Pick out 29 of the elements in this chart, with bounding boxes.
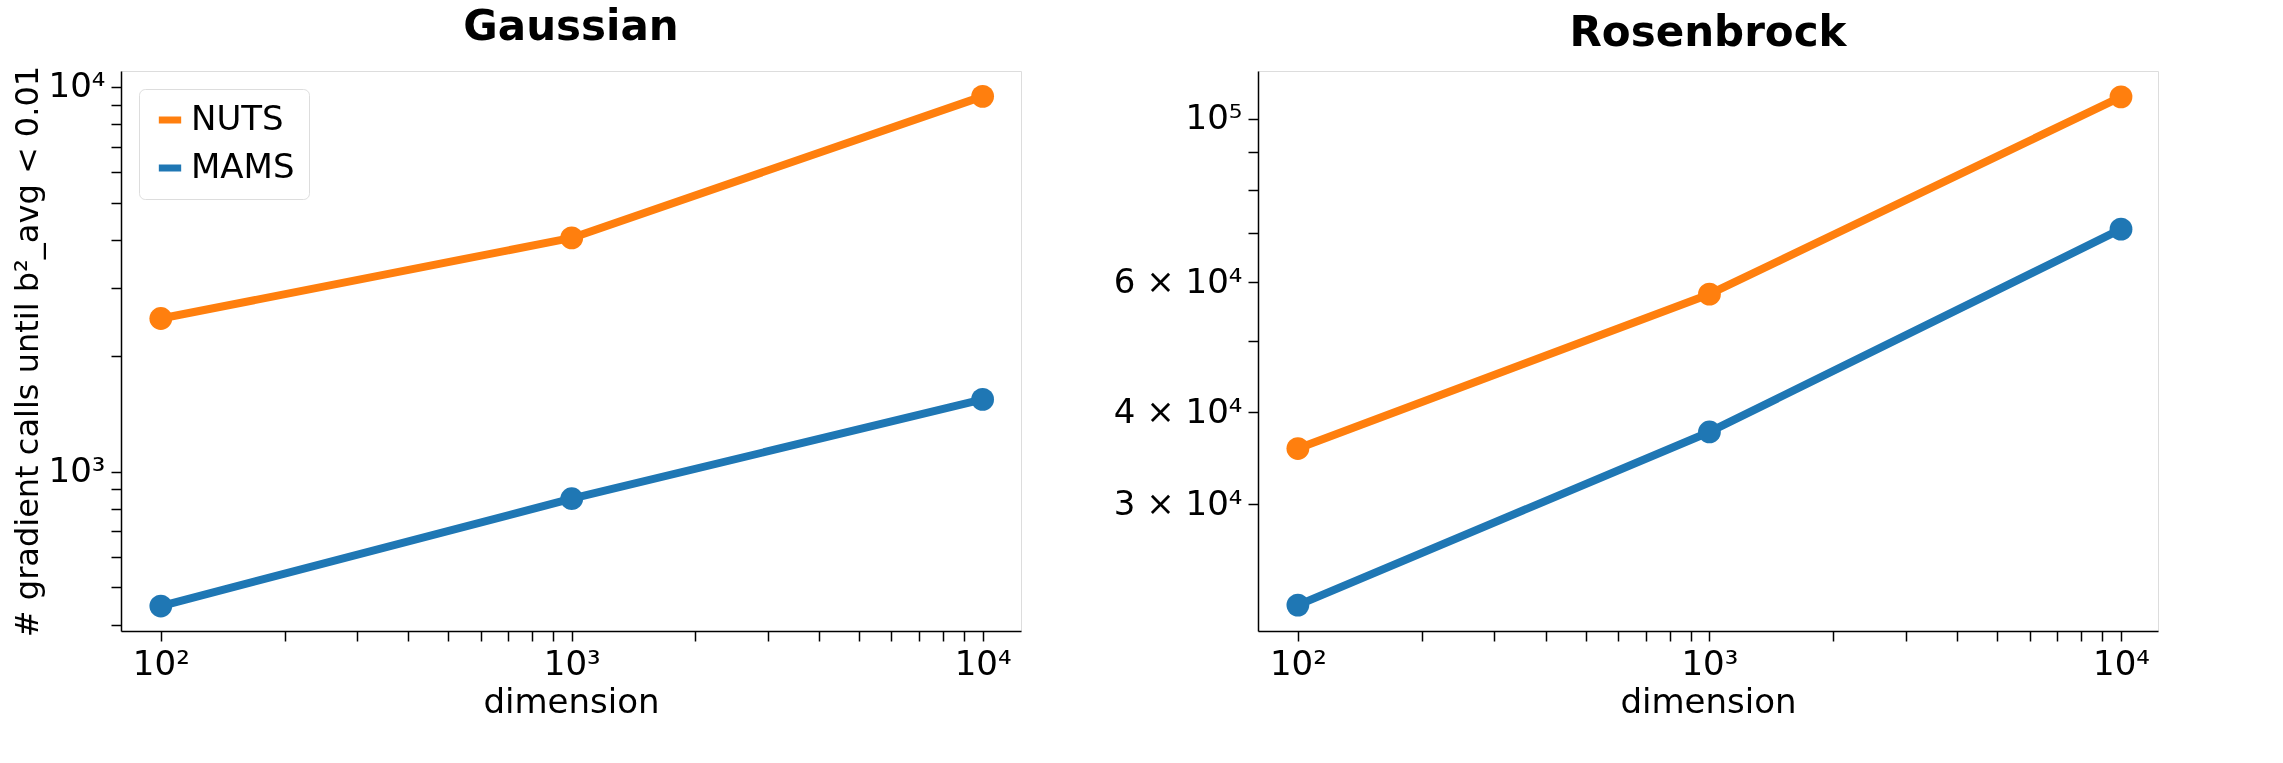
y-tick-label: 6 × 10⁴ <box>1113 260 1243 301</box>
point <box>560 487 584 511</box>
chart-title: Rosenbrock <box>1569 7 1848 56</box>
point <box>1286 593 1310 617</box>
x-tick-label: 10³ <box>543 642 601 683</box>
x-tick-label: 10³ <box>1681 642 1739 683</box>
y-tick-label: 3 × 10⁴ <box>1113 482 1243 523</box>
x-tick-label: 10⁴ <box>954 642 1012 683</box>
y-tick-label: 4 × 10⁴ <box>1113 390 1243 431</box>
point <box>149 594 173 618</box>
point <box>149 307 173 330</box>
point <box>1698 282 1721 306</box>
x-axis-title: dimension <box>1620 680 1797 721</box>
point <box>1286 437 1310 460</box>
point <box>2109 217 2133 241</box>
x-axis-title: dimension <box>483 680 660 721</box>
legend-label: NUTS <box>191 98 284 138</box>
y-tick-label: 10⁵ <box>1185 97 1243 138</box>
point <box>1698 420 1721 444</box>
x-tick-label: 10² <box>1269 642 1327 683</box>
point <box>560 226 584 250</box>
x-tick-label: 10⁴ <box>2093 642 2150 683</box>
chart-title: Gaussian <box>463 1 679 51</box>
x-tick-label: 10² <box>132 642 190 683</box>
point <box>971 84 995 108</box>
point <box>971 388 995 411</box>
legend-label: MAMS <box>191 146 295 186</box>
y-axis-title: # gradient calls until b²_avg < 0.01 <box>7 65 46 638</box>
point <box>2109 85 2133 109</box>
